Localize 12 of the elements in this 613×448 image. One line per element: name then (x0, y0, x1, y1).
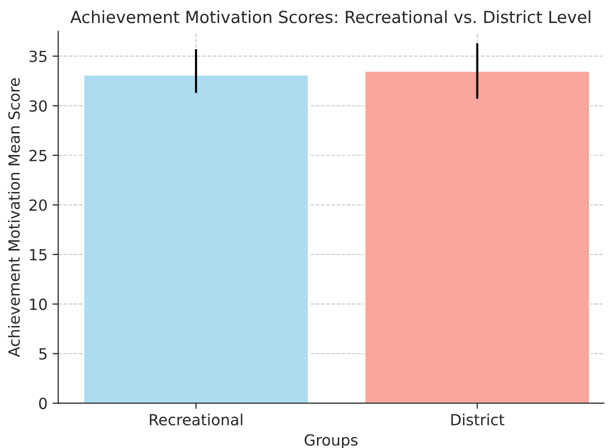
y-tick-label: 30 (30, 100, 47, 112)
y-tick-label: 0 (39, 398, 47, 410)
y-tick-label: 5 (39, 348, 46, 360)
x-tick-label: District (451, 414, 504, 426)
y-tick-label: 15 (30, 249, 46, 260)
y-tick-label: 35 (30, 50, 46, 62)
chart-title: Achievement Motivation Scores: Recreational vs. District Level (70, 10, 590, 24)
y-tick-label: 25 (29, 150, 46, 162)
y-axis-title: Achievement Motivation Mean Score (8, 78, 20, 358)
y-tick-label: 20 (29, 199, 47, 211)
y-tick-label: 10 (30, 298, 47, 310)
x-tick-label: Recreational (150, 414, 242, 426)
